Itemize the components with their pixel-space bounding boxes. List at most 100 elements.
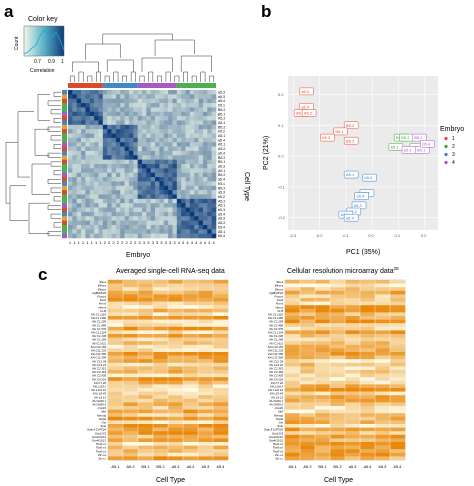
heatmap-cell — [202, 198, 208, 204]
heatmap-cell — [213, 337, 229, 342]
heatmap-cell — [300, 287, 316, 291]
heatmap-cell — [168, 330, 184, 335]
heatmap-cell — [330, 362, 346, 367]
embryo-number: 4 — [195, 240, 198, 245]
heatmap-cell — [183, 438, 199, 443]
heatmap-cell — [390, 301, 406, 306]
heatmap-cell — [124, 164, 130, 169]
heatmap-cell — [183, 330, 199, 335]
heatmap-cell — [168, 116, 173, 121]
heatmap-cell — [213, 308, 229, 313]
heatmap-cell — [128, 181, 134, 187]
heatmap-cell — [150, 211, 156, 217]
heatmap-cell — [202, 155, 208, 160]
embryo-number: 2 — [112, 240, 115, 245]
heatmap-cell — [390, 312, 406, 317]
heatmap-cell — [138, 424, 154, 428]
heatmap-cell — [360, 442, 376, 446]
pca-points: a5.3a5.4A5.1A5.2B5.2B5.1b5.3B5.2B5.1B5.2… — [293, 87, 435, 222]
embryo-number: 3 — [147, 240, 150, 245]
heatmap-cell — [128, 207, 134, 213]
heatmap-cell — [146, 164, 151, 169]
heatmap-cell — [198, 283, 214, 288]
cell-type-label: A5.2 — [218, 199, 225, 203]
heatmap-cell — [163, 98, 169, 104]
heatmap-cell — [137, 103, 143, 108]
pca-point-label: B5.2 — [346, 138, 355, 143]
heatmap-cell — [345, 402, 361, 407]
heatmap-cell — [108, 283, 124, 288]
heatmap-cell — [198, 366, 214, 371]
heatmap-cell — [85, 172, 91, 178]
heatmap-cell — [375, 388, 391, 392]
heatmap-cell — [163, 120, 169, 126]
heatmap-cell — [202, 90, 208, 95]
heatmap-cell — [207, 172, 212, 178]
heatmap-cell — [202, 98, 208, 104]
heatmap-cell — [133, 150, 138, 156]
gene-label: Nodal — [99, 417, 107, 421]
heatmap-cell — [168, 181, 173, 187]
heatmap-cell — [330, 287, 346, 291]
heatmap-cell — [138, 388, 154, 392]
heatmap-cell — [128, 185, 134, 191]
heatmap-cell — [124, 133, 130, 139]
heatmap-cell — [172, 146, 178, 152]
heatmap-cell — [285, 316, 301, 320]
heatmap-cell — [150, 233, 156, 239]
heatmap-cell — [159, 103, 165, 108]
heatmap-cell — [98, 142, 104, 147]
heatmap-cell — [108, 355, 124, 360]
heatmap-cell — [172, 107, 178, 113]
heatmap-cell — [72, 107, 77, 113]
heatmap-cell — [123, 287, 139, 291]
heatmap-cell — [176, 233, 182, 239]
cell-type-label: A5.1 — [218, 230, 225, 234]
heatmap-cell — [330, 420, 346, 425]
heatmap-cell — [300, 308, 316, 313]
heatmap-cell — [94, 124, 99, 130]
heatmap-cell — [189, 190, 195, 195]
pca-point-box — [343, 121, 359, 130]
heatmap-cell — [85, 203, 91, 208]
heatmap-cell — [150, 220, 156, 226]
heatmap-cell — [128, 137, 134, 143]
heatmap-cell — [72, 120, 77, 126]
cell-type-label: b5.2 — [218, 195, 225, 199]
heatmap-cell — [168, 366, 184, 371]
heatmap-cell — [85, 211, 91, 217]
cell-type-column-label: B5.1 — [141, 464, 150, 469]
heatmap-cell — [142, 120, 147, 126]
heatmap-cell — [155, 150, 160, 156]
embryo-number: 4 — [191, 240, 194, 245]
heatmap-cell — [85, 181, 91, 187]
heatmap-cell — [108, 452, 124, 457]
heatmap-cell — [300, 416, 316, 421]
heatmap-cell — [211, 111, 217, 117]
heatmap-cell — [115, 216, 121, 221]
embryo-number: 2 — [134, 240, 137, 245]
gene-label: KH.L141.10 — [268, 388, 283, 392]
embryo-bar-cell — [62, 129, 67, 134]
heatmap-cell — [98, 194, 104, 200]
heatmap-cell — [189, 164, 195, 169]
heatmap-cell — [360, 316, 376, 320]
heatmap-cell — [138, 294, 154, 299]
heatmap-cell — [183, 398, 199, 403]
panel-letter-a: a — [4, 2, 14, 21]
gene-label: FgfB/18/20 — [269, 291, 283, 295]
heatmap-cell — [94, 229, 99, 234]
cell-type-label: a5.3 — [218, 217, 225, 221]
heatmap-cell — [146, 220, 151, 226]
cell-type-column-label: A5.2 — [303, 464, 312, 469]
heatmap-cell — [183, 409, 199, 414]
heatmap-cell — [72, 207, 77, 213]
heatmap-cell — [213, 373, 229, 378]
heatmap-cell — [330, 402, 346, 407]
heatmap-cell — [115, 116, 121, 121]
heatmap-cell — [89, 185, 95, 191]
heatmap-cell — [360, 348, 376, 353]
heatmap-cell — [128, 142, 134, 147]
heatmap-cell — [111, 190, 117, 195]
heatmap-cell — [89, 116, 95, 121]
